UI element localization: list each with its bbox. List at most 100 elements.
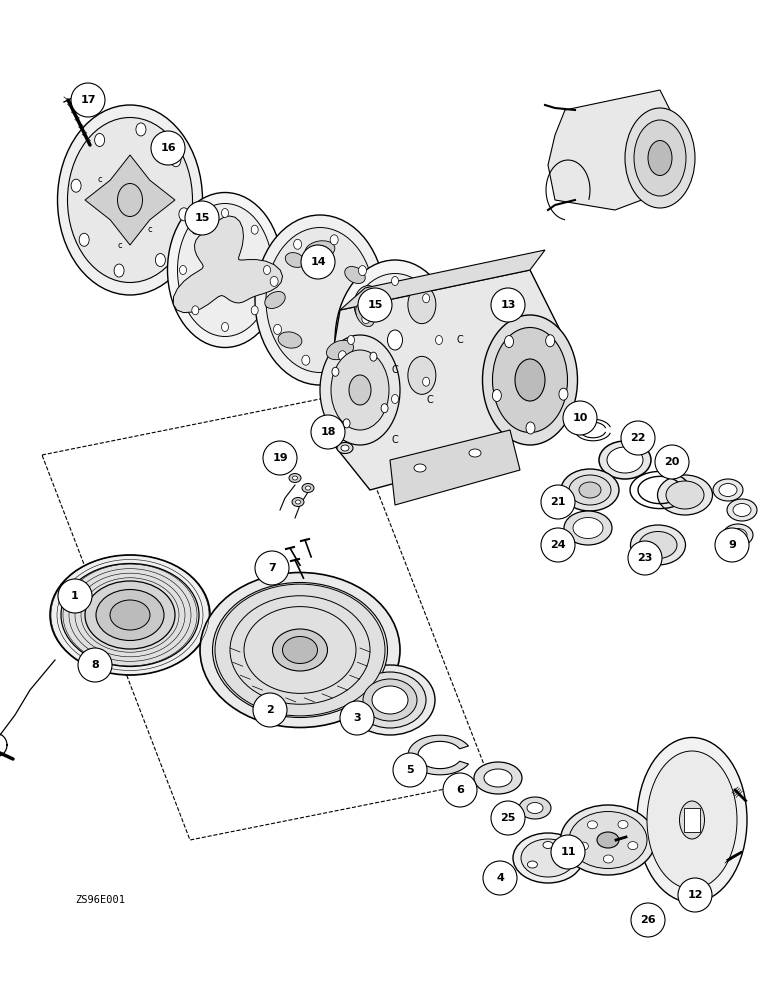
Ellipse shape xyxy=(306,486,310,490)
Ellipse shape xyxy=(543,842,553,848)
Ellipse shape xyxy=(354,286,382,324)
Ellipse shape xyxy=(67,117,192,282)
Text: 7: 7 xyxy=(268,563,276,573)
Circle shape xyxy=(71,83,105,117)
Ellipse shape xyxy=(293,239,302,249)
Ellipse shape xyxy=(422,294,429,303)
Ellipse shape xyxy=(527,861,537,868)
Circle shape xyxy=(151,131,185,165)
Text: 15: 15 xyxy=(195,213,210,223)
Ellipse shape xyxy=(361,377,367,386)
Text: C: C xyxy=(427,395,433,405)
Ellipse shape xyxy=(381,404,388,413)
Text: 15: 15 xyxy=(367,300,383,310)
Text: 24: 24 xyxy=(550,540,566,550)
Ellipse shape xyxy=(727,499,757,521)
Ellipse shape xyxy=(50,555,210,675)
Ellipse shape xyxy=(579,482,601,498)
Ellipse shape xyxy=(559,861,569,868)
Text: 21: 21 xyxy=(550,497,566,507)
Ellipse shape xyxy=(286,253,305,267)
Ellipse shape xyxy=(349,375,371,405)
Ellipse shape xyxy=(136,123,146,136)
Ellipse shape xyxy=(679,801,705,839)
Circle shape xyxy=(631,903,665,937)
Ellipse shape xyxy=(648,140,672,176)
Ellipse shape xyxy=(604,855,614,863)
Text: 25: 25 xyxy=(500,813,516,823)
Text: 6: 6 xyxy=(456,785,464,795)
Ellipse shape xyxy=(625,108,695,208)
Circle shape xyxy=(78,648,112,682)
Text: 18: 18 xyxy=(320,427,336,437)
Ellipse shape xyxy=(292,497,304,506)
Ellipse shape xyxy=(341,445,349,451)
Circle shape xyxy=(541,528,575,562)
Ellipse shape xyxy=(408,356,436,394)
Ellipse shape xyxy=(155,254,165,267)
Ellipse shape xyxy=(252,613,348,687)
Ellipse shape xyxy=(230,596,370,704)
Ellipse shape xyxy=(723,524,753,546)
Ellipse shape xyxy=(362,314,370,324)
Ellipse shape xyxy=(647,751,737,889)
Ellipse shape xyxy=(57,105,202,295)
Ellipse shape xyxy=(513,833,583,883)
Ellipse shape xyxy=(578,842,588,850)
Ellipse shape xyxy=(527,802,543,814)
Text: 3: 3 xyxy=(353,713,361,723)
Ellipse shape xyxy=(631,525,686,565)
Text: 20: 20 xyxy=(665,457,679,467)
Ellipse shape xyxy=(110,600,150,630)
Ellipse shape xyxy=(484,769,512,787)
Circle shape xyxy=(628,541,662,575)
Polygon shape xyxy=(330,270,560,490)
Ellipse shape xyxy=(666,481,704,509)
Text: C: C xyxy=(456,335,463,345)
Ellipse shape xyxy=(347,336,354,344)
Ellipse shape xyxy=(222,209,229,218)
Text: 5: 5 xyxy=(406,765,414,775)
Ellipse shape xyxy=(343,419,350,428)
Polygon shape xyxy=(340,250,545,310)
Ellipse shape xyxy=(320,335,400,445)
Ellipse shape xyxy=(729,528,747,542)
Ellipse shape xyxy=(61,564,199,666)
Ellipse shape xyxy=(435,336,442,344)
Ellipse shape xyxy=(222,322,229,332)
Ellipse shape xyxy=(361,294,367,303)
Ellipse shape xyxy=(505,336,513,348)
Text: 8: 8 xyxy=(91,660,99,670)
Polygon shape xyxy=(408,735,469,775)
Ellipse shape xyxy=(273,629,327,671)
Circle shape xyxy=(253,693,287,727)
Circle shape xyxy=(483,861,517,895)
Polygon shape xyxy=(85,155,175,245)
Polygon shape xyxy=(684,808,700,832)
Ellipse shape xyxy=(569,475,611,505)
Text: c: c xyxy=(147,226,152,234)
Ellipse shape xyxy=(639,532,677,558)
Circle shape xyxy=(621,421,655,455)
Ellipse shape xyxy=(526,422,535,434)
Circle shape xyxy=(58,579,92,613)
Ellipse shape xyxy=(469,449,481,457)
Ellipse shape xyxy=(391,394,398,403)
Circle shape xyxy=(393,753,427,787)
Circle shape xyxy=(491,801,525,835)
Text: 16: 16 xyxy=(160,143,176,153)
Text: 2: 2 xyxy=(266,705,274,715)
Ellipse shape xyxy=(372,686,408,714)
Ellipse shape xyxy=(637,738,747,902)
Ellipse shape xyxy=(482,315,577,445)
Text: c: c xyxy=(98,176,103,184)
Text: 11: 11 xyxy=(560,847,576,857)
Ellipse shape xyxy=(519,797,551,819)
Ellipse shape xyxy=(354,672,426,728)
Ellipse shape xyxy=(244,607,356,693)
Ellipse shape xyxy=(80,233,89,246)
Text: 1: 1 xyxy=(71,591,79,601)
Text: C: C xyxy=(391,435,398,445)
Ellipse shape xyxy=(515,359,545,401)
Ellipse shape xyxy=(338,351,347,361)
